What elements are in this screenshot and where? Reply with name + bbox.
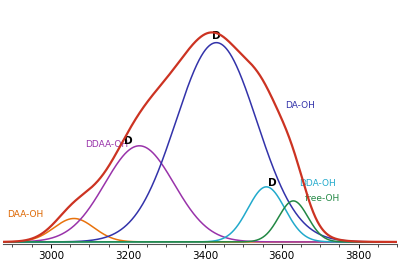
Text: DDAA-OH: DDAA-OH	[86, 140, 129, 149]
Text: D: D	[268, 178, 276, 188]
Text: DDA-OH: DDA-OH	[299, 179, 336, 188]
Text: D: D	[212, 31, 221, 41]
Text: DAA-OH: DAA-OH	[7, 210, 43, 219]
Text: D: D	[124, 136, 132, 146]
Text: DA-OH: DA-OH	[286, 101, 316, 110]
Text: free-OH: free-OH	[305, 194, 340, 203]
